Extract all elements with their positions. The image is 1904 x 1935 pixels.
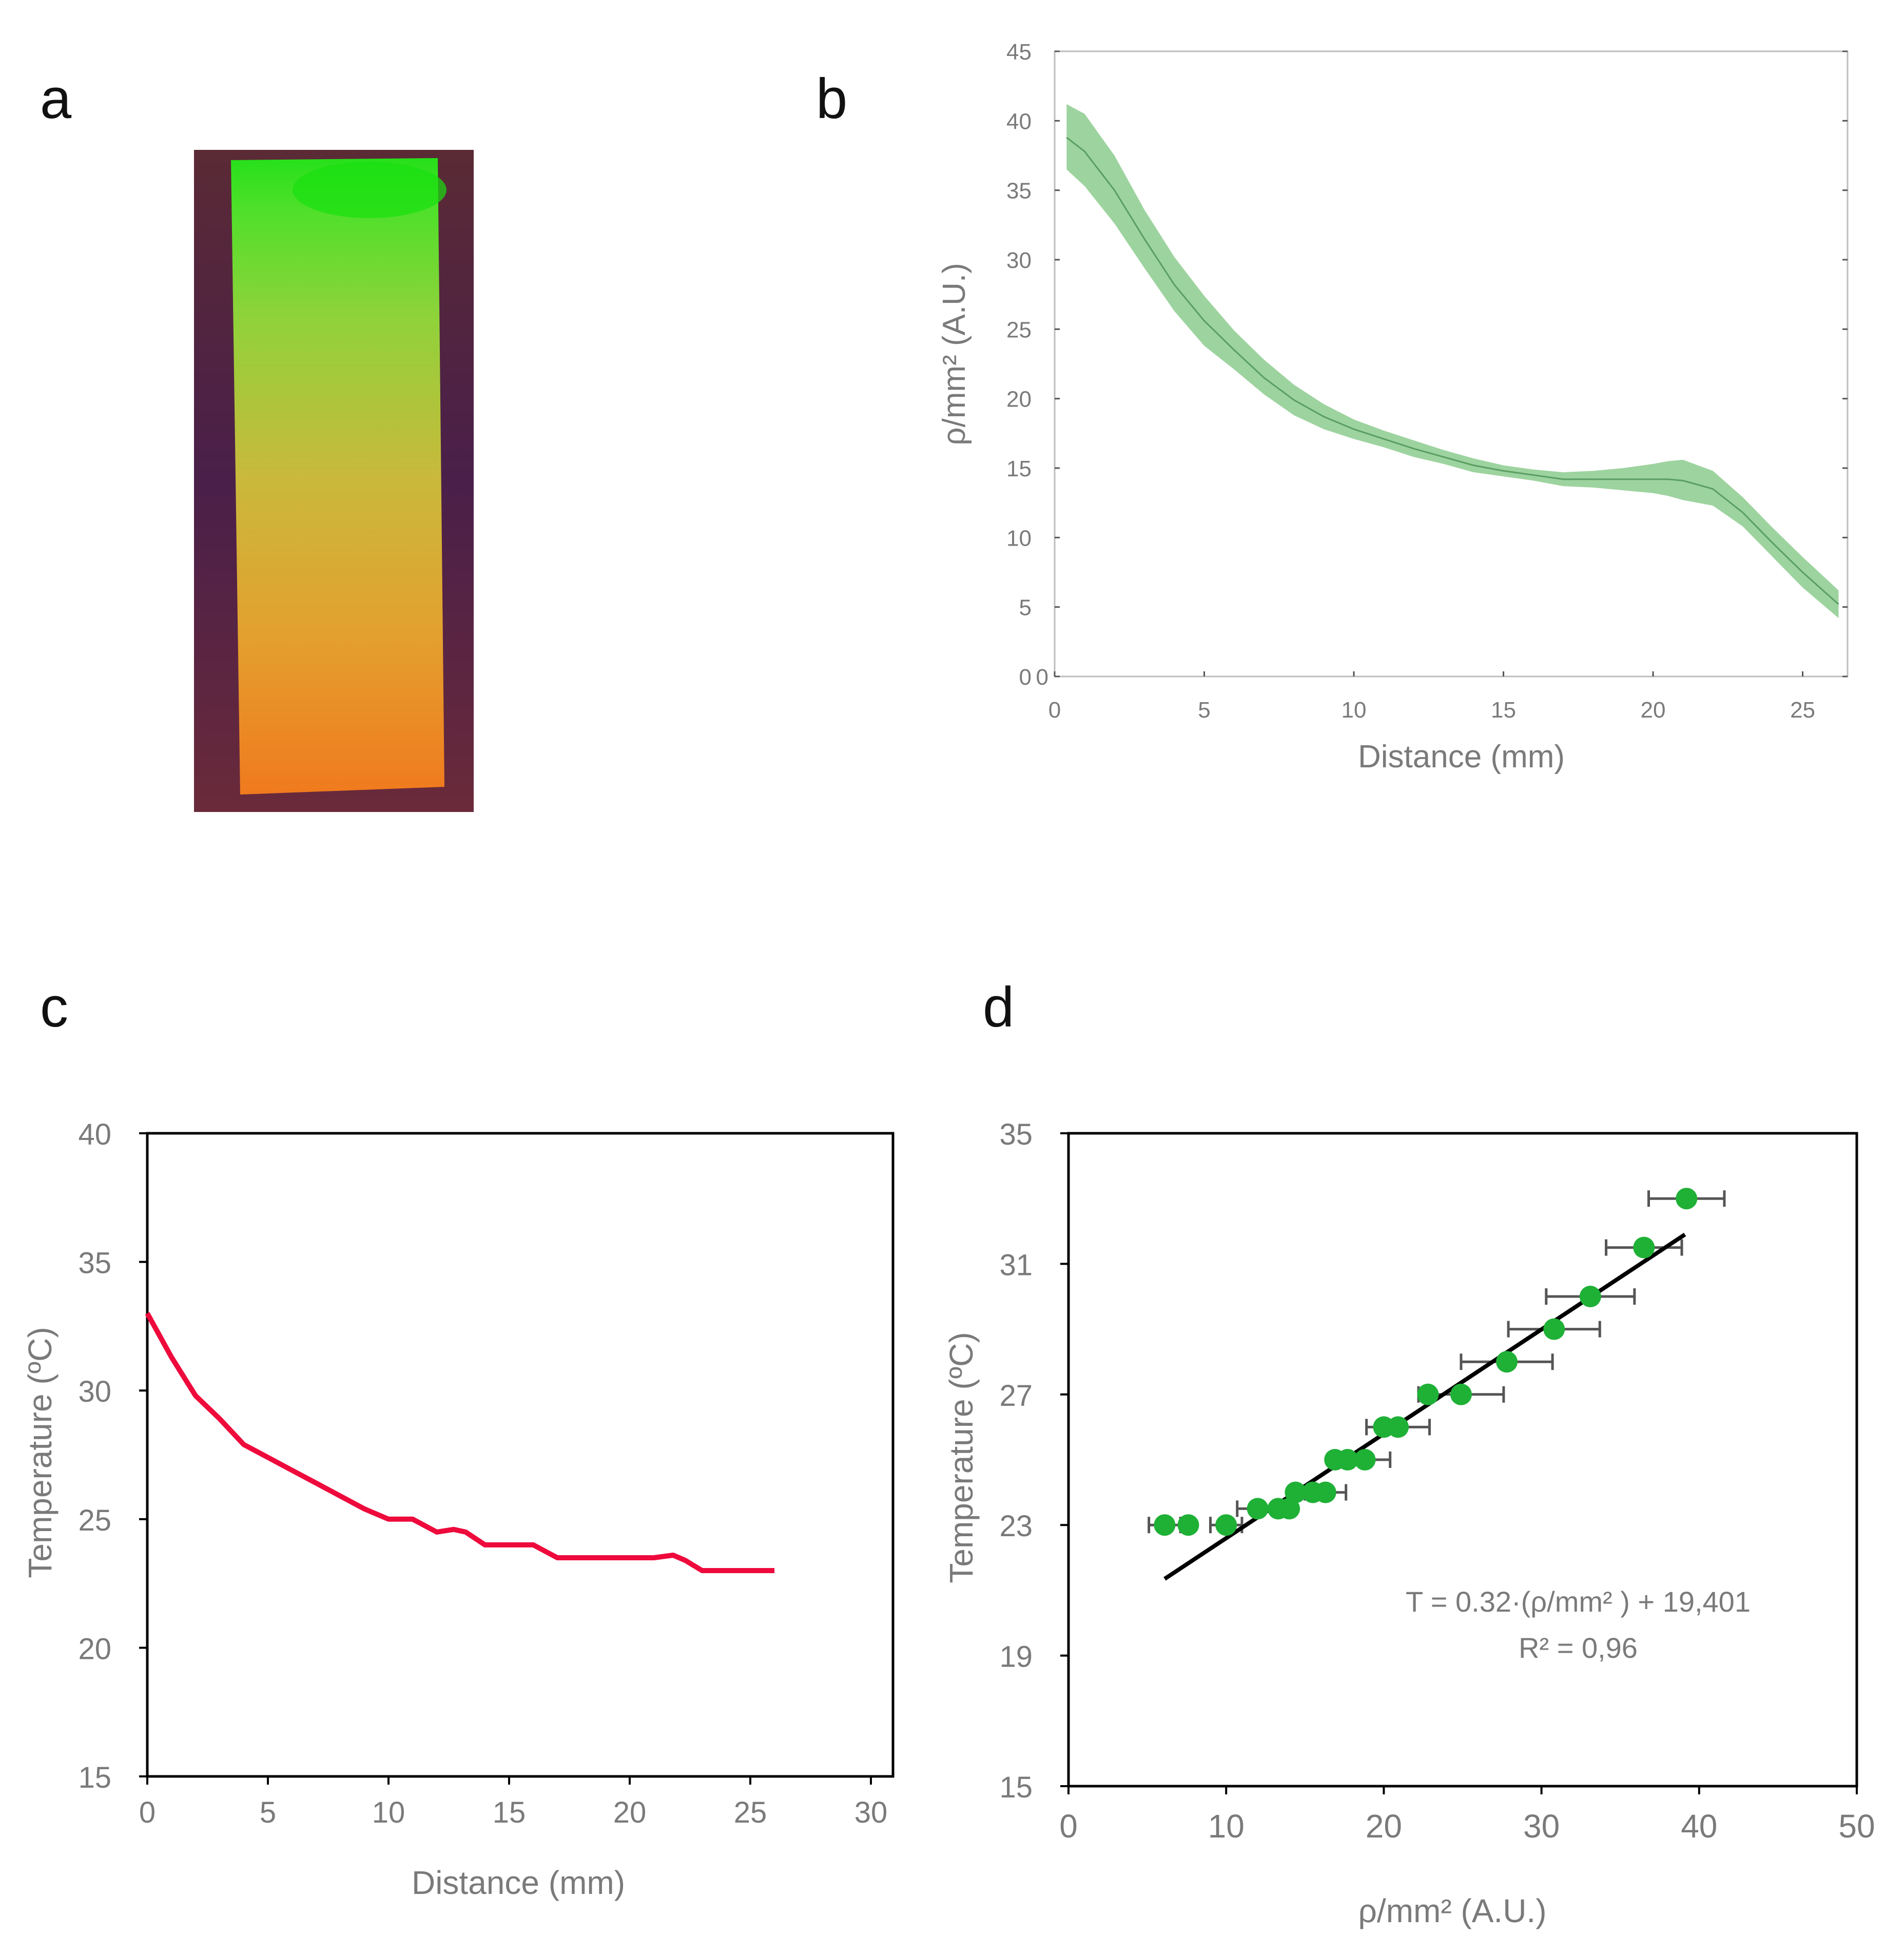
plot-frame bbox=[1067, 1132, 1858, 1788]
y-axis-title: ρ/mm² (A.U.) bbox=[937, 263, 972, 446]
strip-hotspot bbox=[293, 162, 446, 218]
x-tick-label: 15 bbox=[1491, 698, 1516, 723]
x-axis-title: Distance (mm) bbox=[412, 1864, 625, 1901]
y-tick-label: 40 bbox=[1006, 109, 1032, 134]
plot-frame bbox=[146, 1132, 895, 1778]
y-tick-label: 35 bbox=[999, 1118, 1033, 1151]
panel-label-a: a bbox=[40, 67, 72, 130]
y-tick-label: 5 bbox=[1019, 595, 1032, 621]
x-tick-label: 0 bbox=[1059, 1808, 1078, 1845]
data-point bbox=[1247, 1498, 1269, 1520]
y-tick-label: 19 bbox=[999, 1640, 1033, 1674]
y-tick-label: 25 bbox=[1006, 317, 1032, 342]
chart-d: 15 19 23 27 31 35 0 10 20 30 40 50 T = 0.32·(ρ/mm² )… bbox=[943, 1118, 1875, 1929]
y-tick-label: 15 bbox=[78, 1761, 111, 1794]
y-tick-label: 10 bbox=[1006, 526, 1032, 551]
x-tick-label: 30 bbox=[854, 1796, 888, 1829]
y-tick-label: 31 bbox=[999, 1248, 1033, 1282]
x-tick-label: 10 bbox=[1208, 1808, 1245, 1845]
x-tick-label: 20 bbox=[613, 1796, 647, 1829]
y-tick-label: 30 bbox=[1006, 248, 1032, 273]
y-axis-title: Temperature (ºC) bbox=[943, 1332, 980, 1583]
data-point bbox=[1633, 1236, 1655, 1259]
x-tick-label: 40 bbox=[1681, 1808, 1717, 1845]
fit-r-squared: R² = 0,96 bbox=[1519, 1632, 1638, 1664]
data-point bbox=[1450, 1383, 1472, 1405]
y-tick-label: 20 bbox=[1006, 387, 1032, 412]
y-tick-label: 30 bbox=[78, 1375, 111, 1408]
x-tick-label: 50 bbox=[1838, 1808, 1875, 1845]
x-tick-label: 25 bbox=[1790, 698, 1815, 723]
x-tick-label: 10 bbox=[372, 1796, 405, 1829]
fit-line bbox=[1163, 1232, 1686, 1581]
x-tick-label: 20 bbox=[1366, 1808, 1402, 1845]
chart-c: 15 20 25 30 35 40 0 5 10 15 20 25 30 Distance (mm) Tem… bbox=[22, 1118, 895, 1901]
gradient-strip bbox=[231, 158, 444, 795]
fit-equation: T = 0.32·(ρ/mm² ) + 19,401 bbox=[1406, 1585, 1751, 1618]
x-tick-label: 20 bbox=[1641, 698, 1666, 723]
y-tick-label: 35 bbox=[78, 1247, 111, 1280]
plot-frame bbox=[1054, 50, 1849, 678]
data-point bbox=[1285, 1481, 1307, 1503]
x-tick-label: 5 bbox=[1198, 698, 1210, 723]
y-tick-label: 15 bbox=[1006, 456, 1032, 481]
data-point bbox=[1302, 1481, 1324, 1503]
x-tick-label: 30 bbox=[1523, 1808, 1560, 1845]
x-axis-title: ρ/mm² (A.U.) bbox=[1358, 1892, 1547, 1929]
y-tick-label: 0 bbox=[1019, 665, 1032, 690]
confidence-band bbox=[1066, 104, 1839, 618]
x-tick-label: 10 bbox=[1342, 698, 1367, 723]
data-point bbox=[1215, 1514, 1237, 1536]
data-point bbox=[1267, 1498, 1289, 1520]
data-point bbox=[1177, 1514, 1199, 1536]
mean-line bbox=[1066, 137, 1839, 605]
panel-label-d: d bbox=[983, 976, 1014, 1039]
y-axis-title: Temperature (ºC) bbox=[22, 1327, 59, 1578]
data-point bbox=[1324, 1449, 1346, 1470]
x-tick-label: 15 bbox=[493, 1796, 526, 1829]
fluorescent-strip-photo bbox=[194, 150, 474, 812]
y-tick-label: 25 bbox=[78, 1504, 111, 1537]
data-point bbox=[1354, 1449, 1376, 1470]
y-tick-label: 35 bbox=[1006, 179, 1032, 204]
y-tick-label: 15 bbox=[999, 1771, 1033, 1804]
y-tick-label: 23 bbox=[999, 1510, 1033, 1543]
x-tick-label: 5 bbox=[260, 1796, 276, 1829]
data-point bbox=[1154, 1514, 1176, 1536]
x-axis-title: Distance (mm) bbox=[1358, 739, 1565, 775]
y-tick-label-zero: 0 bbox=[1036, 665, 1048, 690]
x-tick-label: 0 bbox=[1048, 698, 1061, 723]
temperature-line bbox=[145, 1312, 774, 1573]
data-point bbox=[1543, 1318, 1565, 1340]
data-point bbox=[1579, 1286, 1601, 1307]
x-tick-label: 0 bbox=[139, 1796, 156, 1829]
panel-label-c: c bbox=[40, 976, 68, 1039]
data-point bbox=[1417, 1383, 1439, 1405]
x-tick-label: 25 bbox=[734, 1796, 767, 1829]
data-point bbox=[1676, 1188, 1698, 1210]
data-point bbox=[1496, 1351, 1518, 1373]
y-tick-label: 27 bbox=[999, 1379, 1033, 1412]
y-tick-label: 40 bbox=[78, 1118, 111, 1151]
panel-label-b: b bbox=[816, 67, 847, 130]
y-tick-label: 20 bbox=[78, 1632, 111, 1666]
data-point bbox=[1373, 1416, 1395, 1438]
y-tick-label: 45 bbox=[1006, 40, 1032, 65]
chart-b: 0 5 10 15 20 25 30 35 40 45 00 5 10 15 20 25 Distance (m… bbox=[937, 40, 1849, 775]
